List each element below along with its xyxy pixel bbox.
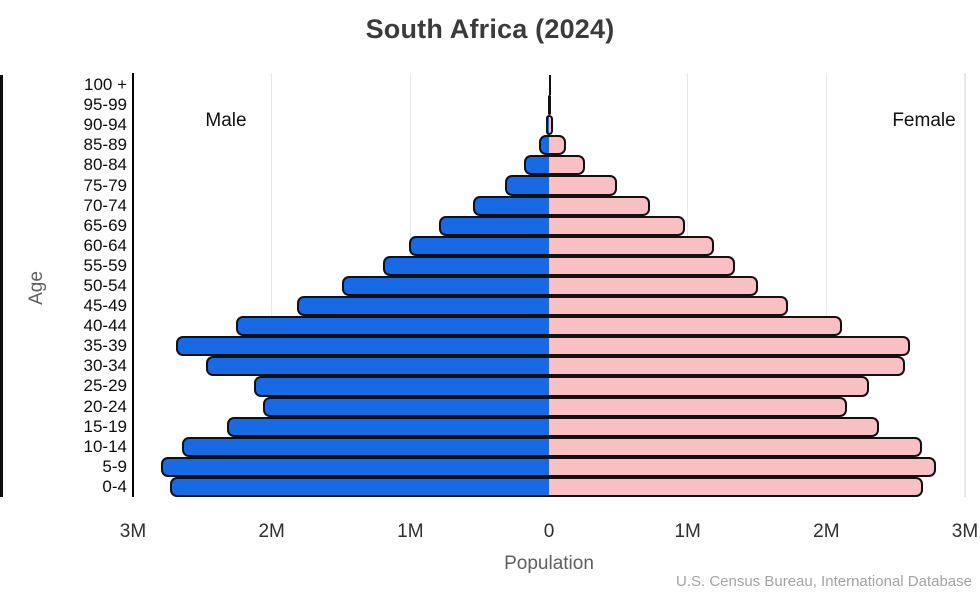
male-bar[interactable] [296,296,549,317]
female-bar[interactable] [549,95,551,116]
female-bar[interactable] [549,255,735,276]
age-tick-label: 90-94 [83,115,127,135]
age-tick-label: 45-49 [83,296,127,316]
female-bar[interactable] [549,376,870,397]
female-bar[interactable] [549,336,910,357]
female-bar[interactable] [549,195,651,216]
female-bar[interactable] [549,436,923,457]
male-bar[interactable] [206,356,549,377]
female-series-annotation: Female [892,110,956,131]
age-tick-label: 25-29 [83,376,127,396]
male-bar[interactable] [439,215,549,236]
female-bar[interactable] [549,456,936,477]
source-attribution: U.S. Census Bureau, International Databa… [675,573,972,590]
male-bar[interactable] [472,195,549,216]
age-tick-label: 60-64 [83,235,127,255]
age-tick-label: 40-44 [83,316,127,336]
female-bar[interactable] [549,175,617,196]
male-bar[interactable] [342,275,549,297]
age-tick-label: 55-59 [83,255,127,275]
male-bar[interactable] [545,115,549,136]
center-axis-line [0,75,3,497]
x-tick-label: 2M [813,521,840,542]
x-tick-label: 0 [543,521,555,542]
age-tick-label: 5-9 [102,456,127,476]
male-bar[interactable] [181,436,549,457]
x-tick-label: 3M [119,521,147,542]
gridline [825,73,828,497]
female-bar[interactable] [549,155,586,176]
age-tick-label: 100 + [83,75,127,95]
female-bar[interactable] [549,416,880,437]
age-tick-label: 35-39 [83,336,127,356]
age-tick-label: 85-89 [83,135,127,155]
age-tick-label: 75-79 [83,175,127,195]
x-tick-label: 3M [951,521,979,542]
male-bar[interactable] [235,316,549,337]
age-tick-label: 50-54 [83,276,127,295]
male-bar[interactable] [382,255,549,276]
female-bar[interactable] [549,235,715,256]
male-bar[interactable] [524,155,549,176]
x-axis-title: Population [504,553,594,574]
female-bar[interactable] [549,396,848,417]
gridline [964,73,966,497]
gridline [270,73,273,497]
male-bar[interactable] [539,135,549,156]
age-tick-label: 65-69 [83,215,127,235]
male-bar[interactable] [160,456,549,477]
male-bar[interactable] [175,336,549,357]
age-tick-label: 20-24 [83,396,127,416]
y-axis-title: Age [26,271,47,305]
female-bar[interactable] [549,356,906,377]
female-bar[interactable] [549,215,685,236]
female-bar[interactable] [549,115,554,136]
x-tick-label: 1M [674,521,701,542]
female-bar[interactable] [549,275,759,297]
age-tick-label: 80-84 [83,155,127,175]
male-series-annotation: Male [205,110,247,131]
x-tick-label: 1M [397,521,424,542]
age-tick-label: 70-74 [83,195,127,215]
male-bar[interactable] [263,396,549,417]
female-bar[interactable] [549,296,788,317]
female-bar[interactable] [549,316,842,337]
male-bar[interactable] [227,416,549,437]
y-axis-spine [132,73,134,497]
male-bar[interactable] [504,175,549,196]
x-tick-label: 2M [258,521,285,542]
male-bar[interactable] [170,476,549,497]
female-bar[interactable] [549,476,924,497]
female-bar[interactable] [549,75,551,96]
age-tick-label: 15-19 [83,416,127,436]
age-tick-label: 95-99 [83,95,127,115]
chart-title: South Africa (2024) [365,14,615,44]
age-tick-label: 10-14 [83,436,127,456]
female-bar[interactable] [549,135,566,156]
age-tick-label: 0-4 [102,476,127,496]
male-bar[interactable] [408,235,549,256]
age-tick-label: 30-34 [83,356,127,376]
male-bar[interactable] [253,376,549,397]
